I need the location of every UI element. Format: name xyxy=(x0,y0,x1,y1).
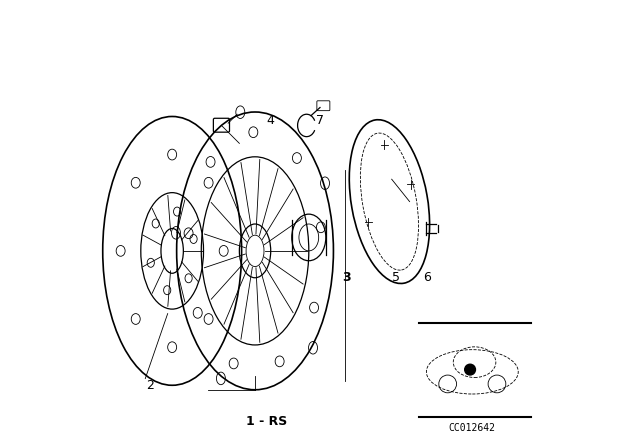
Text: 4: 4 xyxy=(267,114,275,128)
Text: CC012642: CC012642 xyxy=(449,423,496,433)
Text: 1 - RS: 1 - RS xyxy=(246,414,287,428)
Text: 3: 3 xyxy=(342,271,351,284)
Text: 7: 7 xyxy=(316,114,324,128)
Text: 6: 6 xyxy=(424,271,431,284)
Circle shape xyxy=(465,364,476,375)
Text: 2: 2 xyxy=(146,379,154,392)
Text: 5: 5 xyxy=(392,271,400,284)
